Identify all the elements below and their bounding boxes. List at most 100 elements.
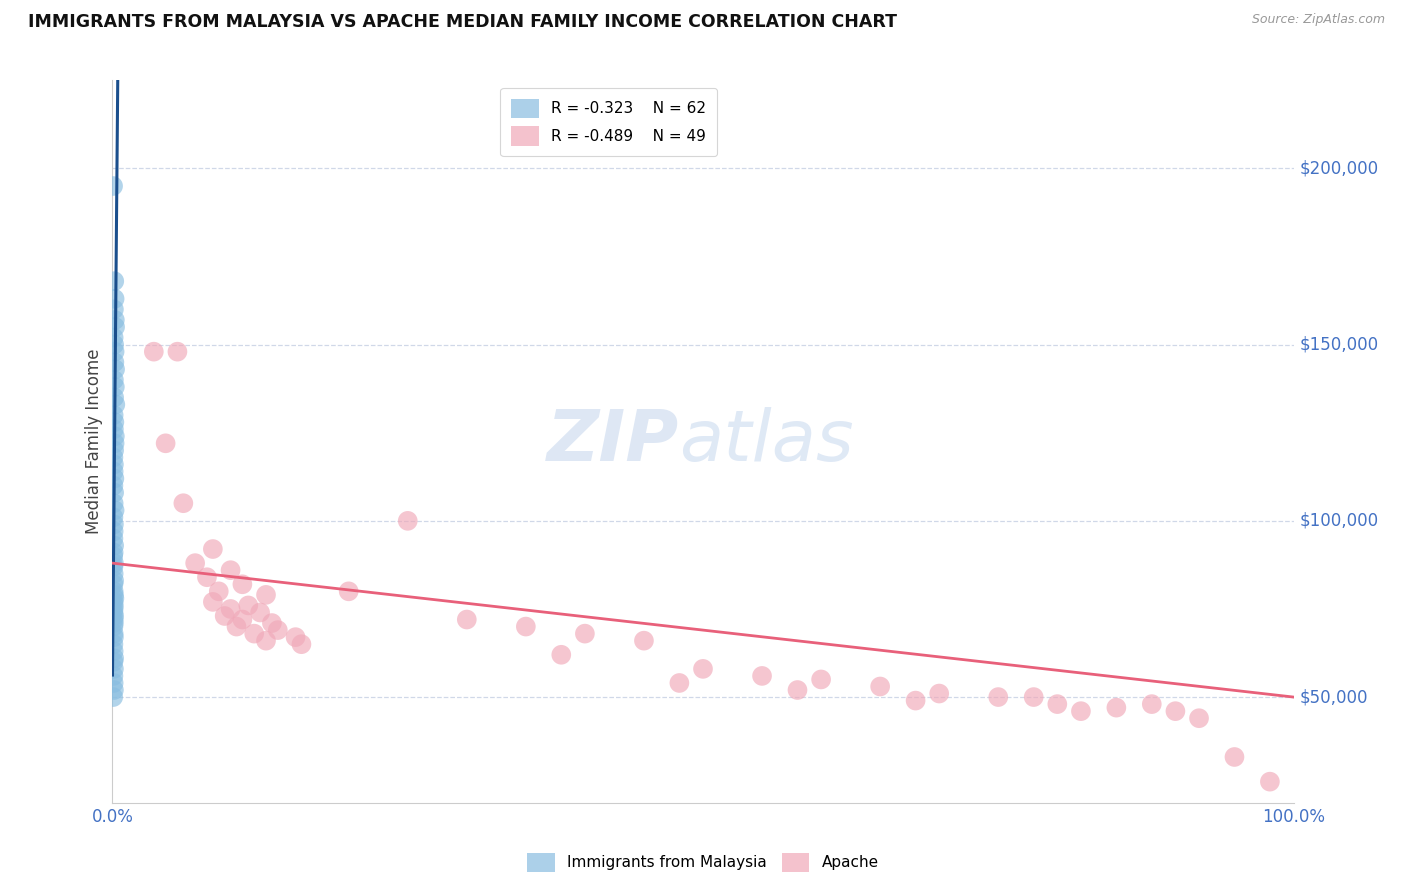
Point [225, 619, 247, 633]
Point [574, 626, 596, 640]
Point [786, 683, 808, 698]
Point [249, 606, 271, 620]
Point [103, 588, 125, 602]
Point [103, 577, 125, 591]
Point [1105, 700, 1128, 714]
Point [104, 398, 127, 412]
Text: $100,000: $100,000 [1299, 512, 1378, 530]
Point [104, 313, 127, 327]
Point [550, 648, 572, 662]
Point [103, 545, 125, 559]
Point [267, 623, 290, 637]
Text: ZIP: ZIP [547, 407, 679, 476]
Point [208, 584, 231, 599]
Point [103, 532, 125, 546]
Text: Source: ZipAtlas.com: Source: ZipAtlas.com [1251, 13, 1385, 27]
Point [231, 613, 253, 627]
Point [928, 687, 950, 701]
Point [260, 615, 283, 630]
Point [103, 651, 125, 665]
Point [103, 524, 125, 539]
Point [103, 539, 125, 553]
Point [103, 630, 125, 644]
Point [231, 577, 253, 591]
Point [1070, 704, 1092, 718]
Point [103, 637, 125, 651]
Point [103, 485, 125, 500]
Point [103, 662, 125, 676]
Point [101, 179, 124, 194]
Point [103, 478, 125, 492]
Point [184, 556, 207, 570]
Point [103, 373, 125, 387]
Point [987, 690, 1010, 704]
Text: $150,000: $150,000 [1299, 335, 1378, 353]
Point [254, 633, 277, 648]
Point [195, 570, 218, 584]
Text: atlas: atlas [679, 407, 853, 476]
Point [103, 613, 125, 627]
Point [201, 542, 224, 557]
Point [104, 436, 127, 450]
Point [103, 566, 125, 581]
Point [103, 458, 125, 472]
Point [103, 422, 125, 436]
Point [337, 584, 360, 599]
Point [103, 602, 125, 616]
Point [904, 693, 927, 707]
Point [751, 669, 773, 683]
Point [103, 274, 125, 288]
Text: IMMIGRANTS FROM MALAYSIA VS APACHE MEDIAN FAMILY INCOME CORRELATION CHART: IMMIGRANTS FROM MALAYSIA VS APACHE MEDIA… [28, 13, 897, 31]
Point [103, 330, 125, 344]
Point [103, 496, 125, 510]
Point [103, 465, 125, 479]
Point [238, 599, 260, 613]
Point [103, 655, 125, 669]
Text: $200,000: $200,000 [1299, 160, 1378, 178]
Point [103, 559, 125, 574]
Point [810, 673, 832, 687]
Point [254, 588, 277, 602]
Point [104, 362, 127, 376]
Point [142, 344, 165, 359]
Point [103, 615, 125, 630]
Point [103, 676, 125, 690]
Point [103, 595, 125, 609]
Point [103, 415, 125, 429]
Point [103, 683, 125, 698]
Point [103, 609, 125, 624]
Point [103, 391, 125, 405]
Point [515, 619, 537, 633]
Point [103, 626, 125, 640]
Point [104, 503, 127, 517]
Point [219, 602, 242, 616]
Point [103, 471, 125, 485]
Point [104, 380, 127, 394]
Point [243, 626, 266, 640]
Point [103, 408, 125, 422]
Point [104, 429, 127, 443]
Point [668, 676, 690, 690]
Point [103, 669, 125, 683]
Point [103, 599, 125, 613]
Point [103, 584, 125, 599]
Point [290, 637, 312, 651]
Text: $50,000: $50,000 [1299, 688, 1368, 706]
Point [103, 549, 125, 563]
Point [219, 563, 242, 577]
Point [103, 517, 125, 532]
Point [1022, 690, 1045, 704]
Point [103, 556, 125, 570]
Point [155, 436, 177, 450]
Point [172, 496, 194, 510]
Point [456, 613, 478, 627]
Point [1258, 774, 1281, 789]
Point [103, 591, 125, 606]
Point [284, 630, 307, 644]
Point [692, 662, 714, 676]
Point [1140, 697, 1163, 711]
Point [103, 450, 125, 465]
Point [103, 355, 125, 369]
Point [1164, 704, 1187, 718]
Point [104, 320, 127, 334]
